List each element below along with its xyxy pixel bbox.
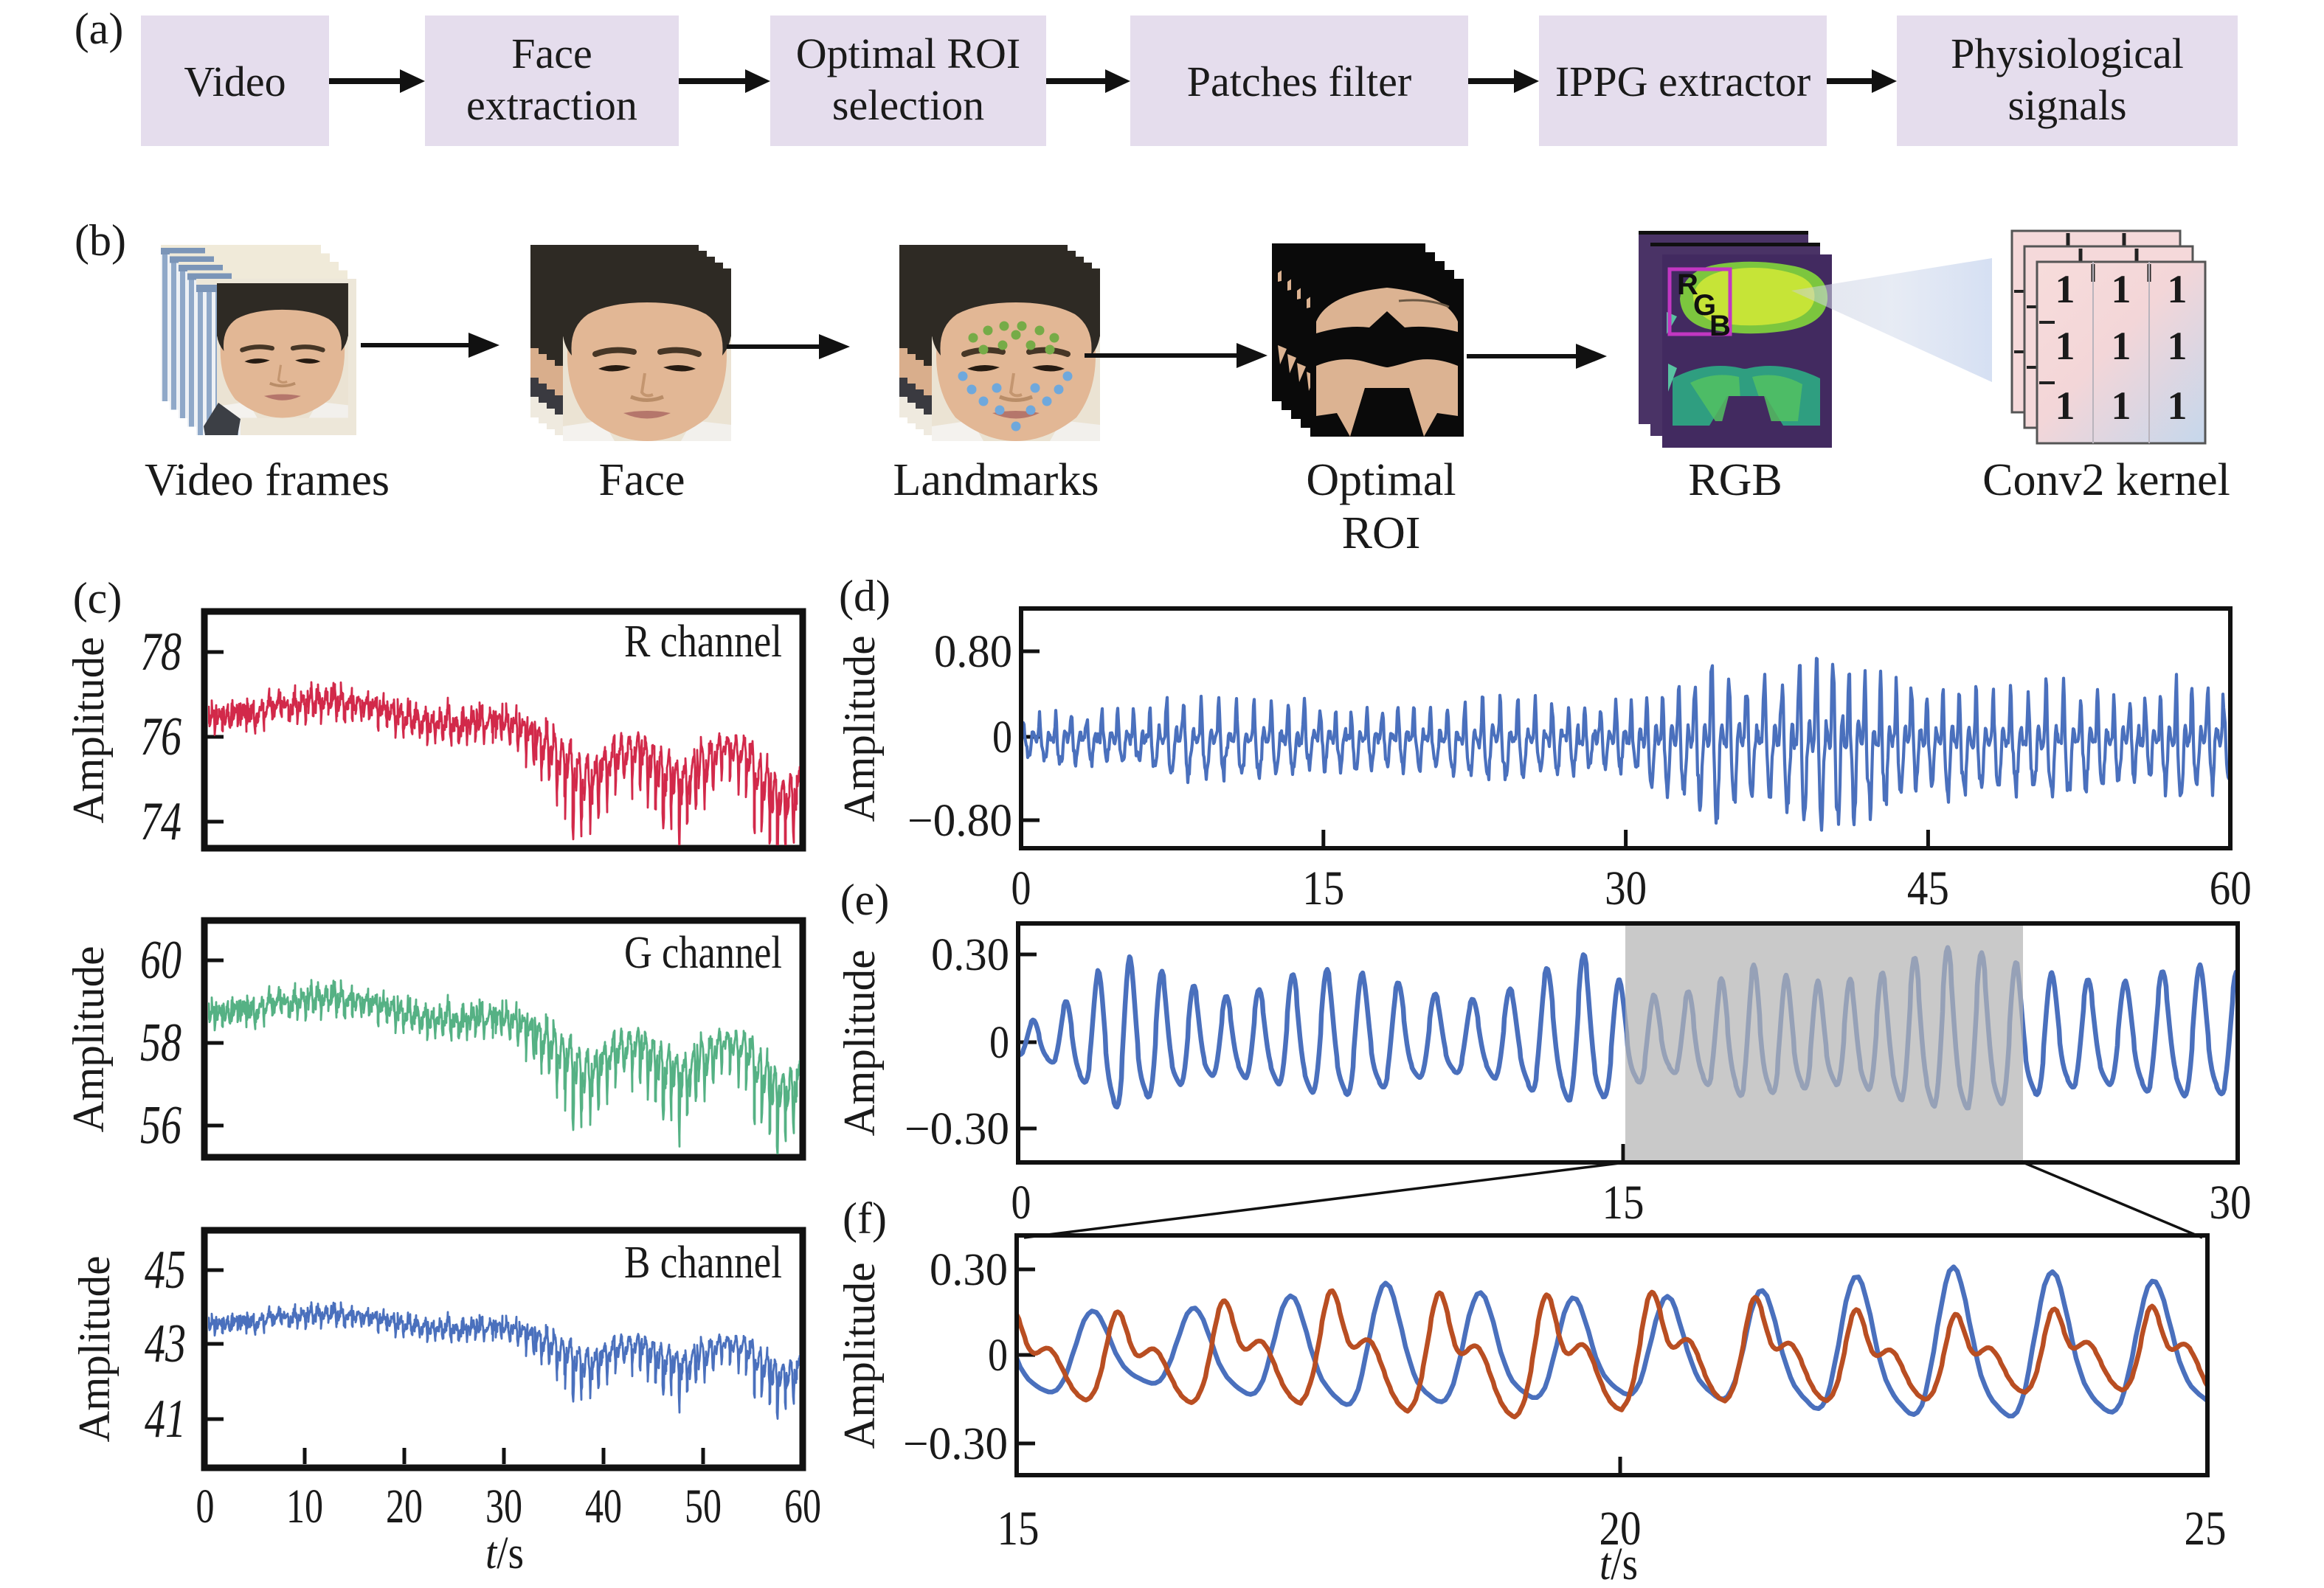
- svg-text:40: 40: [585, 1480, 622, 1533]
- svg-text:0: 0: [988, 1331, 1008, 1381]
- svg-text:1: 1: [2168, 267, 2188, 311]
- svg-text:1: 1: [2112, 324, 2131, 368]
- svg-text:ROI: ROI: [1342, 508, 1421, 558]
- svg-text:t/s: t/s: [485, 1528, 524, 1578]
- svg-text:Conv2 kernel: Conv2 kernel: [1982, 455, 2230, 505]
- svg-text:20: 20: [386, 1480, 423, 1533]
- svg-text:43: 43: [145, 1314, 186, 1374]
- svg-text:15: 15: [1302, 861, 1344, 915]
- svg-text:0.80: 0.80: [934, 627, 1012, 677]
- svg-text:−0.30: −0.30: [903, 1419, 1008, 1469]
- svg-text:30: 30: [1605, 861, 1647, 915]
- svg-text:0.30: 0.30: [931, 930, 1009, 980]
- svg-text:1: 1: [2168, 384, 2188, 428]
- svg-text:Optimal ROI: Optimal ROI: [796, 30, 1020, 77]
- svg-text:extraction: extraction: [466, 81, 637, 129]
- svg-text:1: 1: [2055, 384, 2075, 428]
- svg-text:50: 50: [685, 1480, 722, 1533]
- svg-text:Video: Video: [184, 58, 286, 105]
- svg-text:Video frames: Video frames: [145, 455, 390, 505]
- svg-text:0: 0: [992, 712, 1012, 763]
- svg-text:Physiological: Physiological: [1951, 30, 2184, 77]
- svg-text:−0.30: −0.30: [905, 1104, 1009, 1154]
- svg-text:(f): (f): [843, 1194, 887, 1243]
- svg-text:1: 1: [2055, 267, 2075, 311]
- svg-text:60: 60: [2210, 861, 2252, 915]
- svg-text:IPPG extractor: IPPG extractor: [1555, 58, 1811, 105]
- svg-text:RGB: RGB: [1688, 455, 1782, 505]
- svg-text:0: 0: [1011, 1176, 1031, 1230]
- svg-text:0: 0: [1011, 861, 1031, 915]
- svg-text:1: 1: [2168, 324, 2188, 368]
- svg-text:1: 1: [2112, 384, 2131, 428]
- svg-text:30: 30: [2210, 1176, 2252, 1230]
- svg-text:Landmarks: Landmarks: [893, 455, 1099, 505]
- svg-text:t/s: t/s: [1600, 1539, 1638, 1588]
- svg-text:10: 10: [286, 1480, 323, 1533]
- svg-text:Face: Face: [511, 30, 592, 77]
- svg-text:(d): (d): [839, 572, 890, 620]
- svg-text:0.30: 0.30: [930, 1245, 1008, 1295]
- svg-text:Amplitude: Amplitude: [835, 950, 884, 1137]
- svg-text:20: 20: [1600, 1502, 1642, 1556]
- svg-text:15: 15: [1602, 1176, 1645, 1230]
- svg-text:30: 30: [485, 1480, 522, 1533]
- svg-text:45: 45: [145, 1240, 186, 1300]
- svg-text:(c): (c): [73, 574, 122, 623]
- svg-text:1: 1: [2112, 267, 2131, 311]
- svg-text:60: 60: [784, 1480, 821, 1533]
- svg-text:(b): (b): [75, 216, 126, 265]
- svg-text:0: 0: [989, 1018, 1009, 1068]
- svg-text:41: 41: [145, 1389, 186, 1449]
- svg-text:74: 74: [140, 791, 181, 852]
- svg-text:1: 1: [2055, 324, 2075, 368]
- svg-text:signals: signals: [2007, 81, 2126, 129]
- svg-text:(a): (a): [75, 4, 124, 53]
- svg-text:60: 60: [140, 930, 181, 991]
- svg-text:Amplitude: Amplitude: [64, 946, 113, 1133]
- svg-text:15: 15: [997, 1502, 1040, 1556]
- svg-text:Amplitude: Amplitude: [70, 1256, 119, 1443]
- svg-text:45: 45: [1907, 861, 1949, 915]
- svg-text:Patches filter: Patches filter: [1187, 58, 1411, 105]
- svg-text:Face: Face: [598, 455, 685, 505]
- svg-text:58: 58: [140, 1013, 181, 1073]
- svg-text:56: 56: [140, 1095, 181, 1156]
- svg-text:Amplitude: Amplitude: [835, 1263, 884, 1449]
- svg-text:Amplitude: Amplitude: [835, 636, 884, 822]
- svg-text:Optimal: Optimal: [1306, 455, 1456, 505]
- svg-text:25: 25: [2185, 1502, 2227, 1556]
- svg-text:Amplitude: Amplitude: [64, 637, 113, 824]
- svg-text:(e): (e): [840, 876, 890, 924]
- svg-text:0: 0: [196, 1480, 215, 1533]
- svg-text:−0.80: −0.80: [907, 796, 1012, 846]
- svg-text:R channel: R channel: [624, 617, 782, 667]
- svg-text:76: 76: [140, 707, 181, 767]
- svg-text:78: 78: [140, 622, 181, 682]
- svg-text:G channel: G channel: [624, 928, 782, 978]
- svg-text:B channel: B channel: [624, 1238, 782, 1288]
- svg-text:selection: selection: [832, 81, 984, 129]
